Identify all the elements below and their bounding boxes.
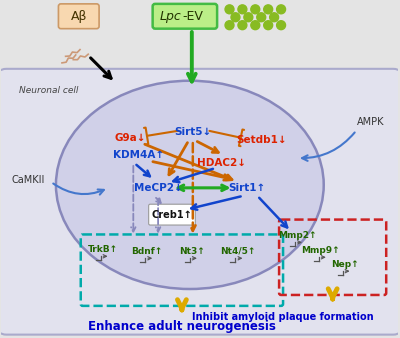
Circle shape <box>251 5 260 14</box>
Ellipse shape <box>56 81 324 289</box>
Text: Bdnf↑: Bdnf↑ <box>132 247 163 256</box>
Text: Sirt1↑: Sirt1↑ <box>229 183 266 193</box>
Text: HDAC2↓: HDAC2↓ <box>197 158 246 168</box>
Text: Creb1↑: Creb1↑ <box>152 210 192 220</box>
Circle shape <box>251 21 260 30</box>
Text: Enhance adult neurogenesis: Enhance adult neurogenesis <box>88 320 276 333</box>
Text: Nt4/5↑: Nt4/5↑ <box>220 247 255 256</box>
Text: Inhibit amyloid plaque formation: Inhibit amyloid plaque formation <box>192 312 374 322</box>
Text: Setdb1↓: Setdb1↓ <box>236 135 286 145</box>
Text: Aβ: Aβ <box>70 10 87 23</box>
FancyBboxPatch shape <box>0 69 400 335</box>
Circle shape <box>257 13 266 22</box>
Text: Mmp9↑: Mmp9↑ <box>302 246 340 255</box>
FancyBboxPatch shape <box>58 4 99 29</box>
Circle shape <box>225 5 234 14</box>
Text: TrkB↑: TrkB↑ <box>88 245 118 254</box>
Circle shape <box>244 13 253 22</box>
Text: -EV: -EV <box>182 10 203 23</box>
Text: KDM4A↑: KDM4A↑ <box>113 150 164 160</box>
Circle shape <box>264 5 273 14</box>
Text: Neuronal cell: Neuronal cell <box>19 86 79 95</box>
Text: Sirt5↓: Sirt5↓ <box>174 127 212 137</box>
Circle shape <box>264 21 273 30</box>
Circle shape <box>277 5 286 14</box>
Text: Nt3↑: Nt3↑ <box>179 247 205 256</box>
Circle shape <box>225 21 234 30</box>
Text: Mmp2↑: Mmp2↑ <box>278 231 316 240</box>
Circle shape <box>270 13 279 22</box>
Circle shape <box>277 21 286 30</box>
Text: Nep↑: Nep↑ <box>331 260 358 269</box>
FancyBboxPatch shape <box>153 4 217 29</box>
Circle shape <box>238 5 247 14</box>
Text: AMPK: AMPK <box>356 117 384 127</box>
Text: Lpc: Lpc <box>159 10 181 23</box>
Circle shape <box>238 21 247 30</box>
FancyBboxPatch shape <box>149 204 195 225</box>
Text: G9a↓: G9a↓ <box>114 133 146 143</box>
Text: MeCP2↓: MeCP2↓ <box>134 183 182 193</box>
Circle shape <box>231 13 240 22</box>
Text: CaMKII: CaMKII <box>11 175 45 185</box>
